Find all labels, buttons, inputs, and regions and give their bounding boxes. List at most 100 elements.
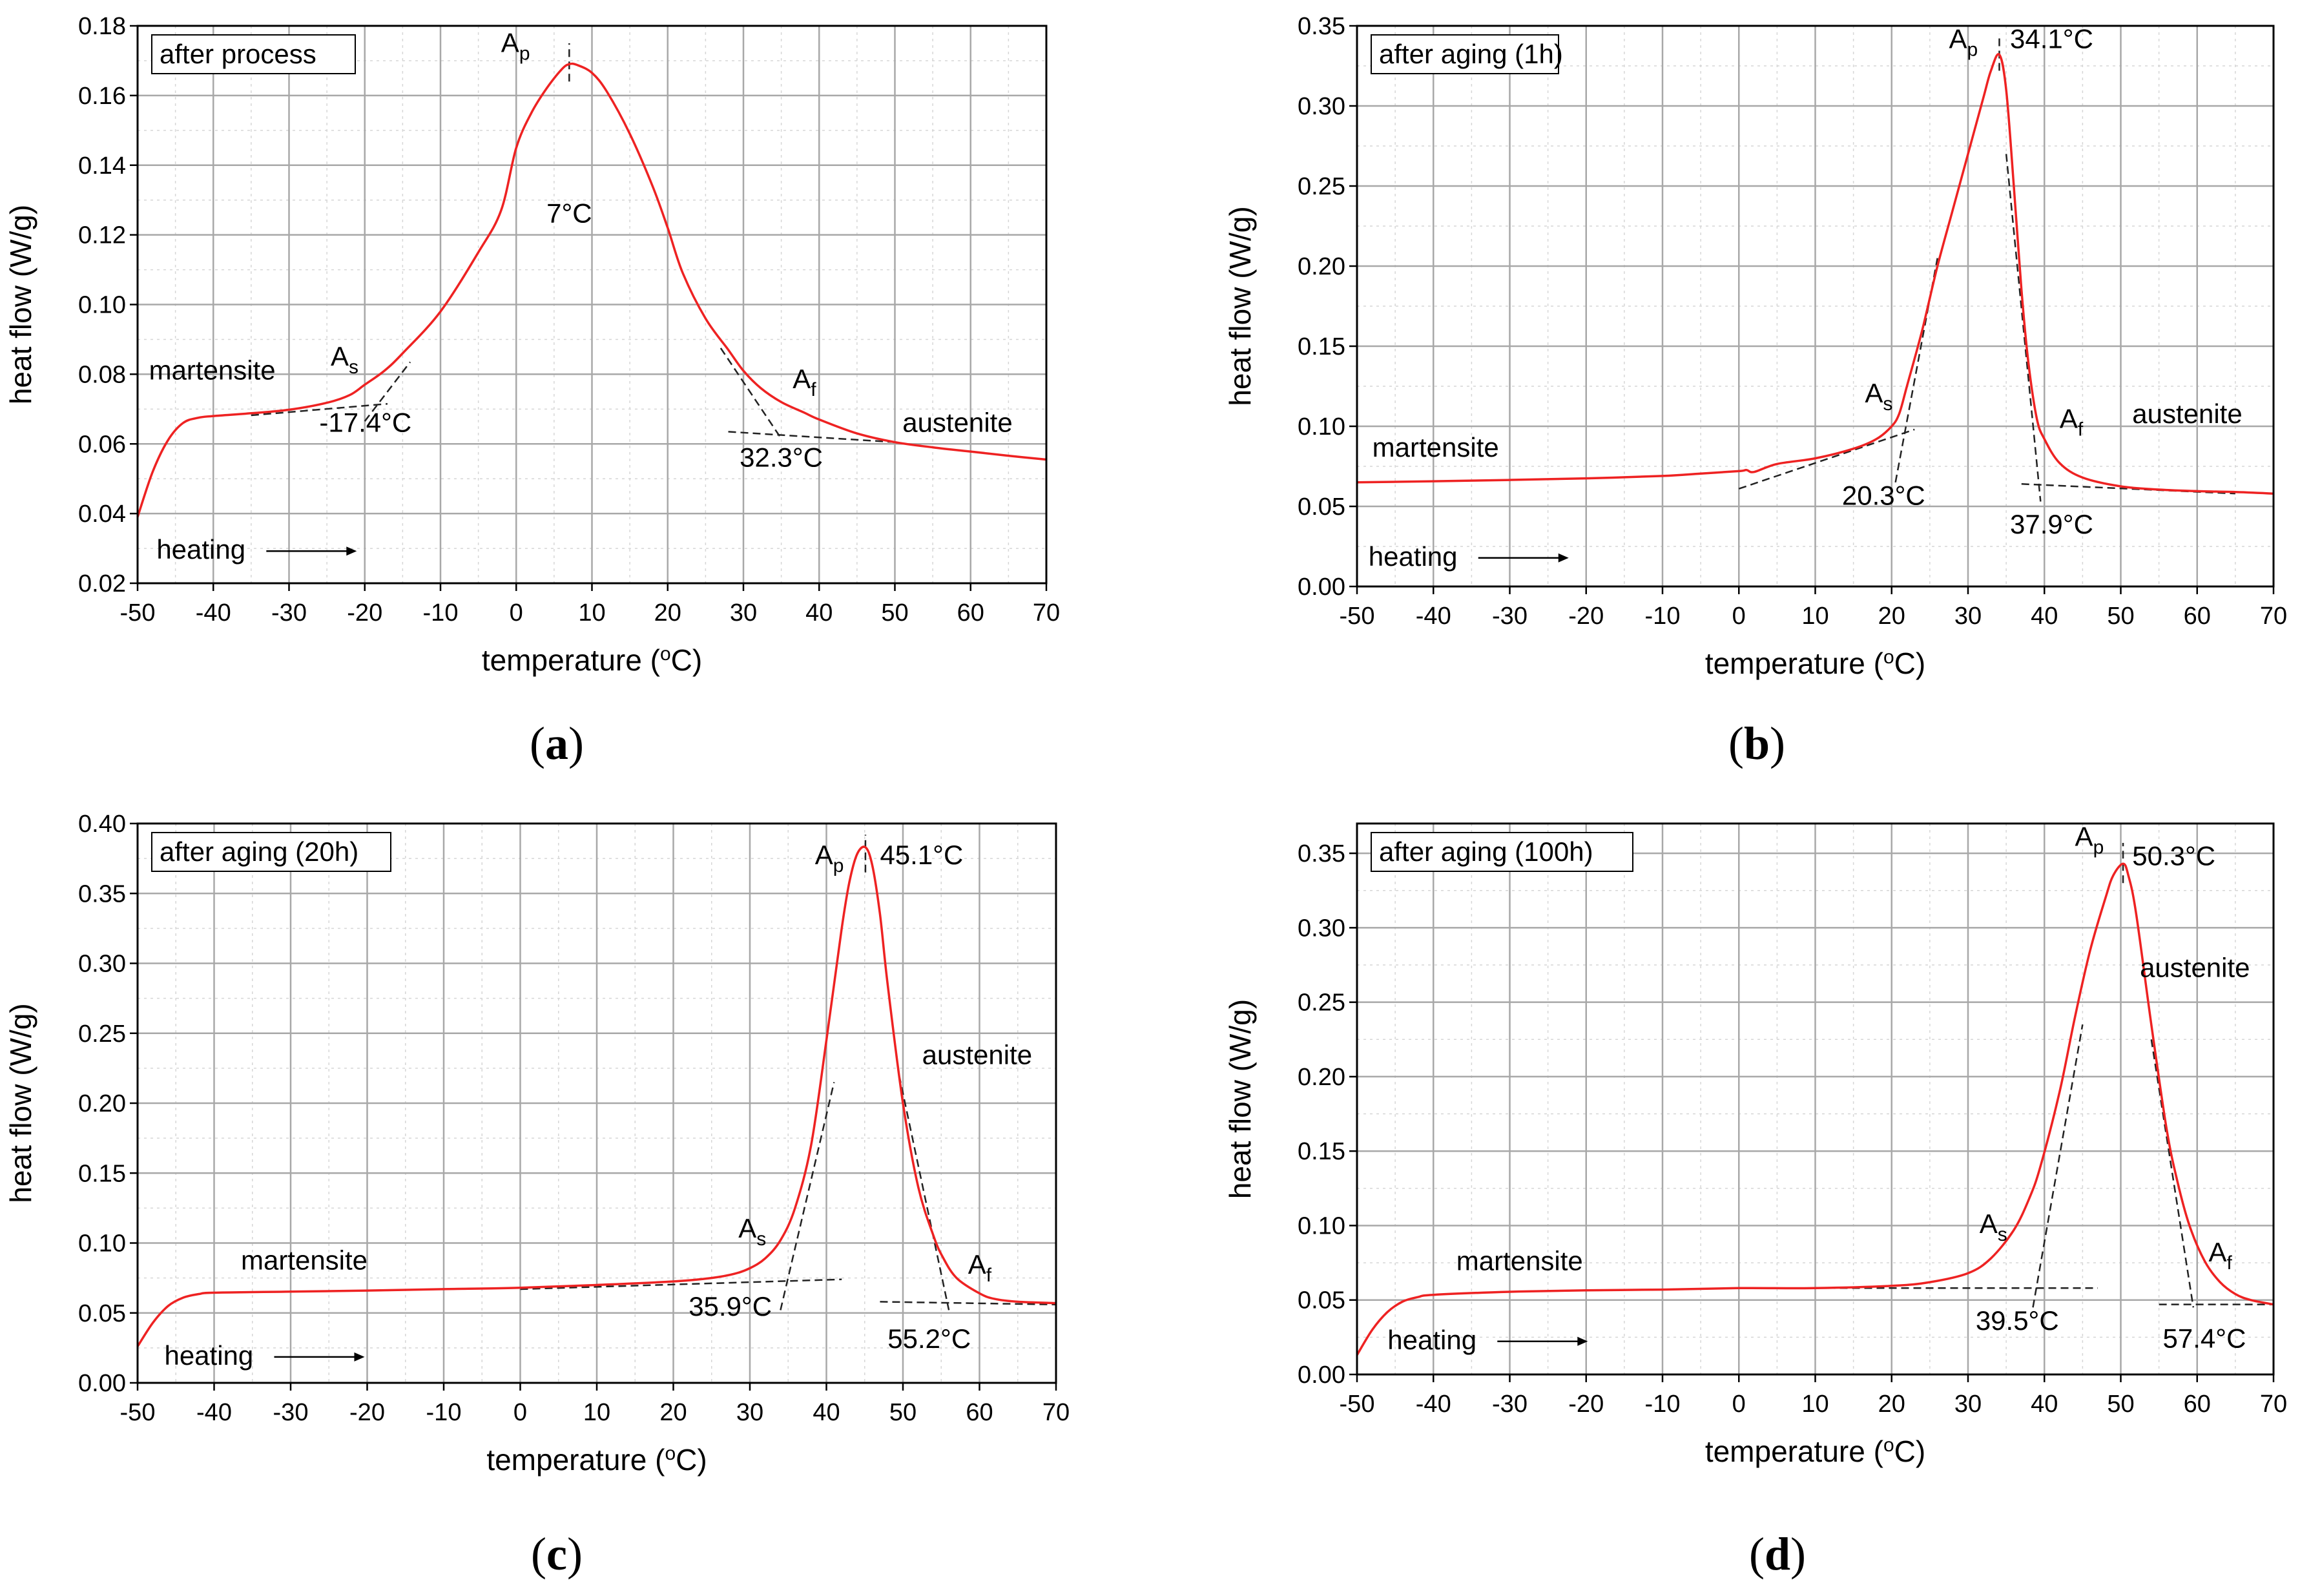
tangent-line bbox=[520, 1278, 842, 1290]
x-tick-label: 50 bbox=[2107, 603, 2134, 630]
x-tick-label: 30 bbox=[736, 1399, 763, 1426]
y-tick-label: 0.10 bbox=[1298, 413, 1345, 440]
plot-frame bbox=[136, 25, 1048, 585]
panel-title-box bbox=[151, 34, 356, 74]
y-tick-label: 0.16 bbox=[78, 83, 126, 110]
x-tick-label: -40 bbox=[196, 599, 231, 627]
x-tick-label: 60 bbox=[957, 599, 984, 627]
annotation-label: austenite bbox=[922, 1039, 1032, 1070]
y-tick-label: 0.20 bbox=[1298, 253, 1345, 280]
annotation-label: 39.5°C bbox=[1976, 1305, 2059, 1336]
y-axis-label: heat flow (W/g) bbox=[4, 205, 37, 404]
plot-frame bbox=[136, 822, 1057, 1384]
transition-label-As: As bbox=[1980, 1208, 2007, 1245]
x-tick-label: 10 bbox=[1801, 1391, 1829, 1418]
y-tick-label: 0.35 bbox=[78, 880, 126, 907]
y-tick-label: 0.10 bbox=[78, 292, 126, 319]
y-tick-label: 0.14 bbox=[78, 152, 126, 180]
x-tick-label: -40 bbox=[1416, 603, 1451, 630]
x-axis-label: temperature (oC) bbox=[1705, 1435, 1925, 1468]
x-tick-label: 40 bbox=[2031, 603, 2058, 630]
panel-letter: (d) bbox=[1749, 1528, 1806, 1580]
y-tick-label: 0.15 bbox=[78, 1160, 126, 1187]
x-tick-label: 70 bbox=[1042, 1399, 1070, 1426]
tangent-line bbox=[728, 431, 895, 443]
panel-title: after process bbox=[160, 39, 316, 69]
y-tick-label: 0.04 bbox=[78, 501, 126, 528]
y-tick-label: 0.25 bbox=[1298, 173, 1345, 200]
annotation-label: -17.4°C bbox=[319, 407, 411, 437]
heating-arrow-head bbox=[354, 1352, 365, 1362]
y-tick-label: 0.05 bbox=[78, 1300, 126, 1327]
annotation-label: 20.3°C bbox=[1842, 481, 1925, 511]
annotation-label: 55.2°C bbox=[887, 1323, 971, 1354]
y-tick-label: 0.10 bbox=[78, 1230, 126, 1258]
annotation-label: austenite bbox=[902, 407, 1012, 437]
x-tick-label: -30 bbox=[271, 599, 307, 627]
y-tick-label: 0.30 bbox=[1298, 915, 1345, 942]
tangent-line bbox=[364, 361, 411, 422]
chart-panel-b: -50 -40 -30 -20 -10 0 10 20 30 40 50 60 70 0.00 0.05 0.… bbox=[1223, 13, 2287, 769]
plot-frame bbox=[1356, 25, 2275, 588]
annotation-label: martensite bbox=[241, 1245, 368, 1276]
annotation-label: martensite bbox=[149, 355, 276, 385]
x-tick-label: 60 bbox=[966, 1399, 993, 1426]
annotation-label: 45.1°C bbox=[880, 840, 963, 870]
x-tick-label: 60 bbox=[2184, 1391, 2211, 1418]
y-tick-label: 0.25 bbox=[78, 1021, 126, 1048]
y-tick-label: 0.08 bbox=[78, 361, 126, 388]
transition-label-Af: Af bbox=[2208, 1237, 2232, 1274]
y-tick-label: 0.06 bbox=[78, 431, 126, 458]
y-tick-label: 0.05 bbox=[1298, 1287, 1345, 1314]
y-tick-label: 0.02 bbox=[78, 570, 126, 597]
heating-arrow-head bbox=[1558, 553, 1569, 563]
x-tick-label: 30 bbox=[730, 599, 757, 627]
panel-title-box bbox=[1371, 34, 1559, 74]
heating-label: heating bbox=[164, 1340, 253, 1371]
y-tick-label: 0.20 bbox=[1298, 1064, 1345, 1091]
x-tick-label: -30 bbox=[1492, 603, 1528, 630]
transition-label-Ap: Ap bbox=[1949, 24, 1978, 61]
y-axis-label: heat flow (W/g) bbox=[1223, 206, 1257, 406]
y-tick-label: 0.40 bbox=[78, 811, 126, 838]
x-tick-label: 30 bbox=[1954, 603, 1982, 630]
y-tick-label: 0.05 bbox=[1298, 493, 1345, 521]
x-tick-label: 70 bbox=[2260, 1391, 2287, 1418]
heating-arrow-head bbox=[1577, 1336, 1588, 1346]
panel-title-box bbox=[151, 832, 391, 872]
y-tick-label: 0.15 bbox=[1298, 1138, 1345, 1165]
y-tick-label: 0.35 bbox=[1298, 840, 1345, 867]
x-tick-label: 20 bbox=[654, 599, 681, 627]
x-tick-label: 30 bbox=[1954, 1391, 1982, 1418]
annotation-label: 7°C bbox=[546, 198, 592, 229]
x-tick-label: 10 bbox=[583, 1399, 610, 1426]
x-axis-label: temperature (oC) bbox=[486, 1443, 707, 1477]
x-tick-label: 40 bbox=[813, 1399, 840, 1426]
x-tick-label: 70 bbox=[2260, 603, 2287, 630]
annotation-label: 32.3°C bbox=[740, 442, 823, 472]
x-tick-label: 0 bbox=[513, 1399, 527, 1426]
x-tick-label: -50 bbox=[120, 599, 156, 627]
panel-letter: (b) bbox=[1728, 718, 1785, 769]
x-tick-label: -10 bbox=[1645, 603, 1681, 630]
x-tick-label: -10 bbox=[426, 1399, 462, 1426]
chart-panel-d: -50 -40 -30 -20 -10 0 10 20 30 40 50 60 70 0.00 0.05 0.… bbox=[1223, 822, 2287, 1580]
transition-label-As: As bbox=[738, 1213, 766, 1250]
x-tick-label: 10 bbox=[578, 599, 605, 627]
heating-arrow-head bbox=[346, 546, 357, 556]
tangent-line bbox=[2005, 154, 2042, 502]
panel-letter: (a) bbox=[530, 718, 584, 769]
tangent-line bbox=[1738, 428, 1915, 490]
panel-letter: (c) bbox=[531, 1528, 583, 1580]
x-tick-label: -50 bbox=[1340, 1391, 1375, 1418]
y-axis-label: heat flow (W/g) bbox=[1223, 999, 1257, 1199]
x-tick-label: -20 bbox=[1568, 1391, 1604, 1418]
y-tick-label: 0.20 bbox=[78, 1090, 126, 1117]
annotation-label: austenite bbox=[2140, 952, 2250, 982]
x-tick-label: -20 bbox=[349, 1399, 385, 1426]
x-axis-label: temperature (oC) bbox=[1705, 647, 1925, 680]
x-tick-label: 50 bbox=[2107, 1391, 2134, 1418]
y-tick-label: 0.30 bbox=[78, 951, 126, 978]
panel-title: after aging (20h) bbox=[160, 836, 358, 867]
